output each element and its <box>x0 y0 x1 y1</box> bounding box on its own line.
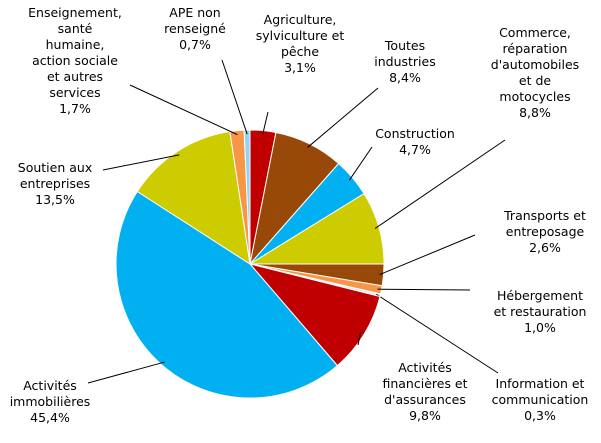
value-label: 1,0% <box>524 320 556 335</box>
slice-label: Agriculture, sylviculture et pêche <box>256 12 345 59</box>
leader-line <box>376 293 499 374</box>
slice-label: APE non renseigné <box>164 5 226 36</box>
slice-label: Information et communication <box>492 376 589 407</box>
value-label: 3,1% <box>284 60 316 75</box>
value-label: 1,7% <box>59 101 91 116</box>
value-label: 45,4% <box>30 410 70 425</box>
value-label: 13,5% <box>35 192 75 207</box>
pie-slice <box>136 130 251 266</box>
value-label: 9,8% <box>409 408 441 423</box>
slice-label: Enseignement, santé humaine, action sociale… <box>28 5 122 100</box>
leader-line <box>129 84 238 136</box>
leader-line <box>377 288 471 291</box>
pie-slice <box>248 263 381 367</box>
leader-line <box>379 234 476 276</box>
value-label: 2,6% <box>529 240 561 255</box>
leader-line <box>348 146 373 181</box>
pie-slice <box>115 190 339 399</box>
slice-label: Commerce, réparation d'automobiles et de mot… <box>491 25 579 104</box>
slice-label: Hébergement et restauration <box>494 288 587 319</box>
value-label: 8,4% <box>389 70 421 85</box>
leader-line <box>374 139 506 229</box>
slice-label: Activités financières et d'assurances <box>382 360 467 407</box>
pie-slice <box>243 129 251 265</box>
slice-label: Toutes industries <box>374 38 435 69</box>
value-label: 8,8% <box>519 105 551 120</box>
leader-line <box>262 111 269 135</box>
value-label: 0,3% <box>524 408 556 423</box>
leader-line <box>102 154 180 171</box>
leader-line <box>357 332 362 346</box>
slice-label: Activités immobilières <box>10 378 91 409</box>
leader-line <box>87 361 165 384</box>
value-label: 4,7% <box>399 142 431 157</box>
slice-label: Soutien aux entreprises <box>18 160 92 191</box>
leader-line <box>307 87 379 148</box>
slice-label: Transports et entreposage <box>503 208 586 239</box>
slice-label: Construction <box>375 126 455 141</box>
value-label: 0,7% <box>179 37 211 52</box>
leader-line <box>221 59 248 135</box>
